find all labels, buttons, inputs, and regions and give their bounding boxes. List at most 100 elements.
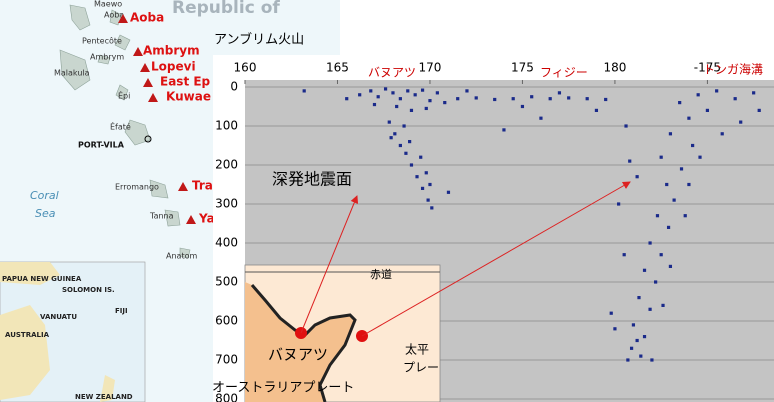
capital-label: PORT-VILA bbox=[78, 141, 125, 150]
island-label: Maewo bbox=[94, 0, 122, 9]
point bbox=[465, 89, 469, 93]
y-tick-label: 400 bbox=[215, 236, 238, 250]
plot: 0 100 200 300 400 500 600 700 800 160 165 170 175 180… bbox=[215, 61, 774, 402]
point bbox=[420, 88, 425, 92]
point bbox=[502, 128, 506, 132]
x-tick-label: 175 bbox=[511, 61, 534, 75]
locator-map: PAPUA NEW GUINEA SOLOMON IS. VANUATU FIJ… bbox=[0, 261, 146, 402]
point bbox=[389, 136, 393, 140]
point bbox=[419, 155, 423, 159]
point bbox=[609, 311, 613, 315]
point bbox=[493, 97, 497, 102]
point bbox=[391, 91, 395, 95]
point bbox=[557, 91, 562, 95]
arrow bbox=[361, 181, 631, 337]
annotation: バヌアツ bbox=[368, 66, 416, 80]
point bbox=[345, 97, 349, 101]
equator-label: 赤道 bbox=[370, 267, 392, 281]
volcano-label: Ya bbox=[198, 212, 215, 226]
plate-label: 太平 bbox=[405, 342, 429, 357]
point bbox=[635, 338, 639, 343]
vanuatu-label: バヌアツ bbox=[268, 346, 328, 364]
point bbox=[715, 89, 719, 93]
point bbox=[409, 108, 414, 112]
sea-label: Sea bbox=[35, 207, 56, 220]
point bbox=[733, 97, 737, 101]
point bbox=[678, 101, 682, 105]
point bbox=[302, 89, 306, 93]
volcano-title: アンブリム火山 bbox=[214, 32, 304, 48]
point bbox=[698, 155, 702, 159]
point bbox=[393, 132, 397, 136]
annotation: トンガ海溝 bbox=[703, 62, 763, 77]
volcano-label: Tra bbox=[192, 179, 213, 193]
point bbox=[372, 102, 377, 107]
point bbox=[739, 120, 743, 124]
point bbox=[679, 167, 684, 171]
locator-label: FIJI bbox=[115, 307, 128, 315]
point bbox=[687, 182, 691, 187]
point bbox=[420, 186, 425, 190]
point bbox=[426, 198, 430, 202]
point bbox=[672, 198, 676, 202]
x-tick-label: -175 bbox=[694, 61, 721, 75]
point bbox=[398, 143, 402, 148]
point bbox=[624, 124, 628, 128]
point bbox=[402, 124, 406, 128]
point bbox=[666, 225, 671, 229]
point bbox=[613, 327, 617, 331]
annotation: 深発地震面 bbox=[272, 170, 352, 189]
point bbox=[655, 214, 660, 218]
point bbox=[629, 346, 634, 350]
point bbox=[548, 97, 552, 101]
point bbox=[358, 93, 362, 97]
x-tick-label: 180 bbox=[603, 61, 626, 75]
island-label: Malakula bbox=[54, 69, 90, 78]
point bbox=[443, 101, 447, 105]
point bbox=[668, 132, 673, 136]
point bbox=[474, 96, 478, 100]
point bbox=[648, 241, 652, 245]
point bbox=[428, 99, 432, 103]
island-label: Épi bbox=[118, 90, 130, 101]
locator-label: NEW ZEALAND bbox=[75, 393, 133, 401]
locator-label: AUSTRALIA bbox=[5, 331, 50, 339]
point bbox=[428, 182, 432, 187]
point bbox=[720, 132, 724, 136]
point bbox=[567, 96, 571, 100]
y-tick-label: 800 bbox=[215, 392, 238, 402]
plate-inset: 赤道 バヌアツ 太平 プレー bbox=[244, 264, 441, 402]
y-tick-label: 0 bbox=[230, 80, 238, 94]
x-tick-label: 165 bbox=[326, 61, 349, 75]
point bbox=[415, 175, 419, 179]
point bbox=[639, 354, 643, 358]
point bbox=[637, 296, 641, 300]
volcano-label: Aoba bbox=[130, 11, 164, 25]
point bbox=[696, 93, 700, 97]
capital-marker bbox=[144, 135, 152, 143]
point bbox=[659, 155, 663, 159]
point bbox=[424, 171, 428, 175]
point bbox=[665, 182, 669, 187]
point bbox=[435, 91, 439, 95]
point bbox=[511, 97, 515, 101]
island-label: Anatom bbox=[166, 252, 197, 261]
island-label: Ambrym bbox=[90, 53, 124, 62]
arrow bbox=[300, 195, 359, 334]
point bbox=[705, 108, 710, 112]
point bbox=[585, 97, 589, 101]
point bbox=[413, 93, 417, 97]
point bbox=[757, 108, 761, 112]
locator-label: VANUATU bbox=[40, 313, 77, 321]
island-label: Tanna bbox=[149, 212, 174, 221]
point bbox=[654, 280, 658, 284]
point bbox=[650, 358, 654, 362]
point bbox=[456, 97, 460, 101]
plate-label: プレー bbox=[403, 361, 439, 375]
point bbox=[642, 268, 647, 272]
point bbox=[387, 120, 391, 124]
volcano-label: East Ep bbox=[160, 75, 211, 89]
point bbox=[446, 190, 451, 194]
x-tick-label: 160 bbox=[234, 61, 257, 75]
